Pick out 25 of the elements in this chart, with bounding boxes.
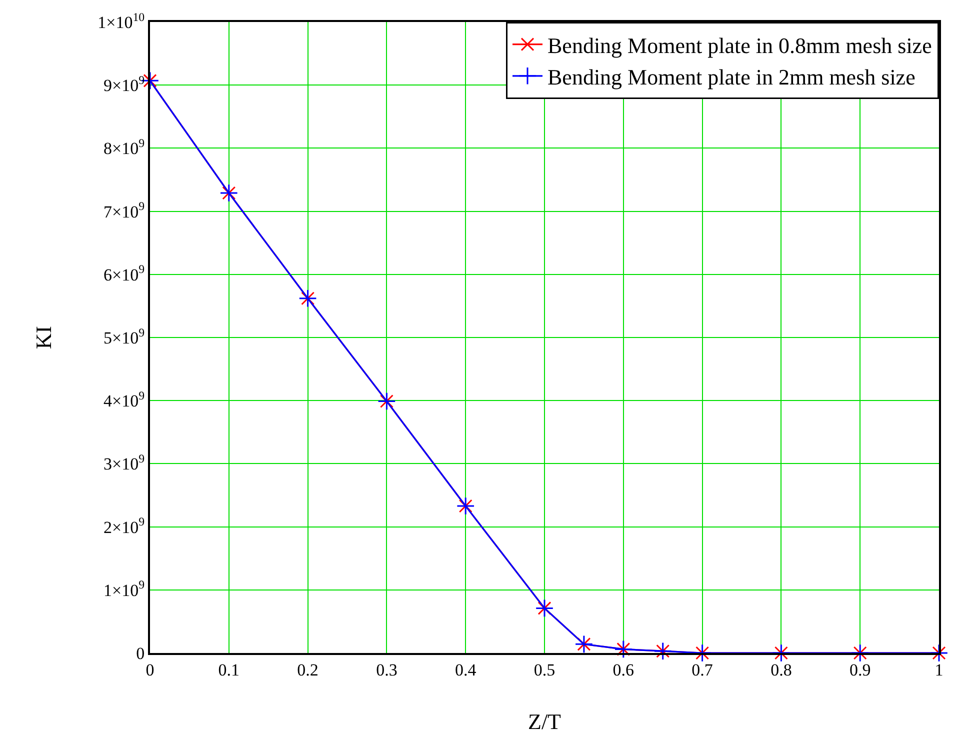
y-tick-label: 0	[136, 644, 145, 663]
y-tick-label: 3×10$^{9}$	[104, 452, 145, 474]
y-tick-label: 6×10$^{9}$	[104, 262, 145, 284]
x-tick-label: 0.3	[376, 660, 398, 680]
y-tick-label: 8×10$^{9}$	[104, 136, 145, 158]
y-tick-label: 7×10$^{9}$	[104, 199, 145, 222]
x-tick-label: 0.6	[612, 660, 634, 680]
y-tick-label: 1×10$^{10}$	[98, 10, 145, 32]
x-tick-label: 0.7	[692, 660, 714, 680]
y-tick-label: 9×10$^{9}$	[104, 72, 145, 96]
x-tick-label: 1	[934, 660, 944, 680]
x-axis-title: Z/T	[528, 708, 562, 734]
legend-label: Bending Moment plate in 0.8mm mesh size	[548, 32, 932, 58]
x-tick-label: 0.2	[297, 660, 318, 680]
y-tick-label: 1×10$^{9}$	[104, 578, 145, 600]
x-tick-label: 0.8	[770, 660, 792, 680]
y-tick-label: 5×10$^{9}$	[104, 325, 145, 348]
y-axis-title: KI	[30, 326, 56, 350]
y-tick-label: 4×10$^{9}$	[104, 388, 145, 411]
y-tick-label: 2×10$^{9}$	[104, 514, 145, 537]
x-tick-label: 0.5	[534, 660, 556, 680]
legend-label: Bending Moment plate in 2mm mesh size	[548, 64, 916, 90]
x-tick-label: 0.4	[454, 660, 477, 680]
x-tick-label: 0.9	[849, 660, 871, 680]
x-tick-label: 0.1	[218, 660, 240, 680]
